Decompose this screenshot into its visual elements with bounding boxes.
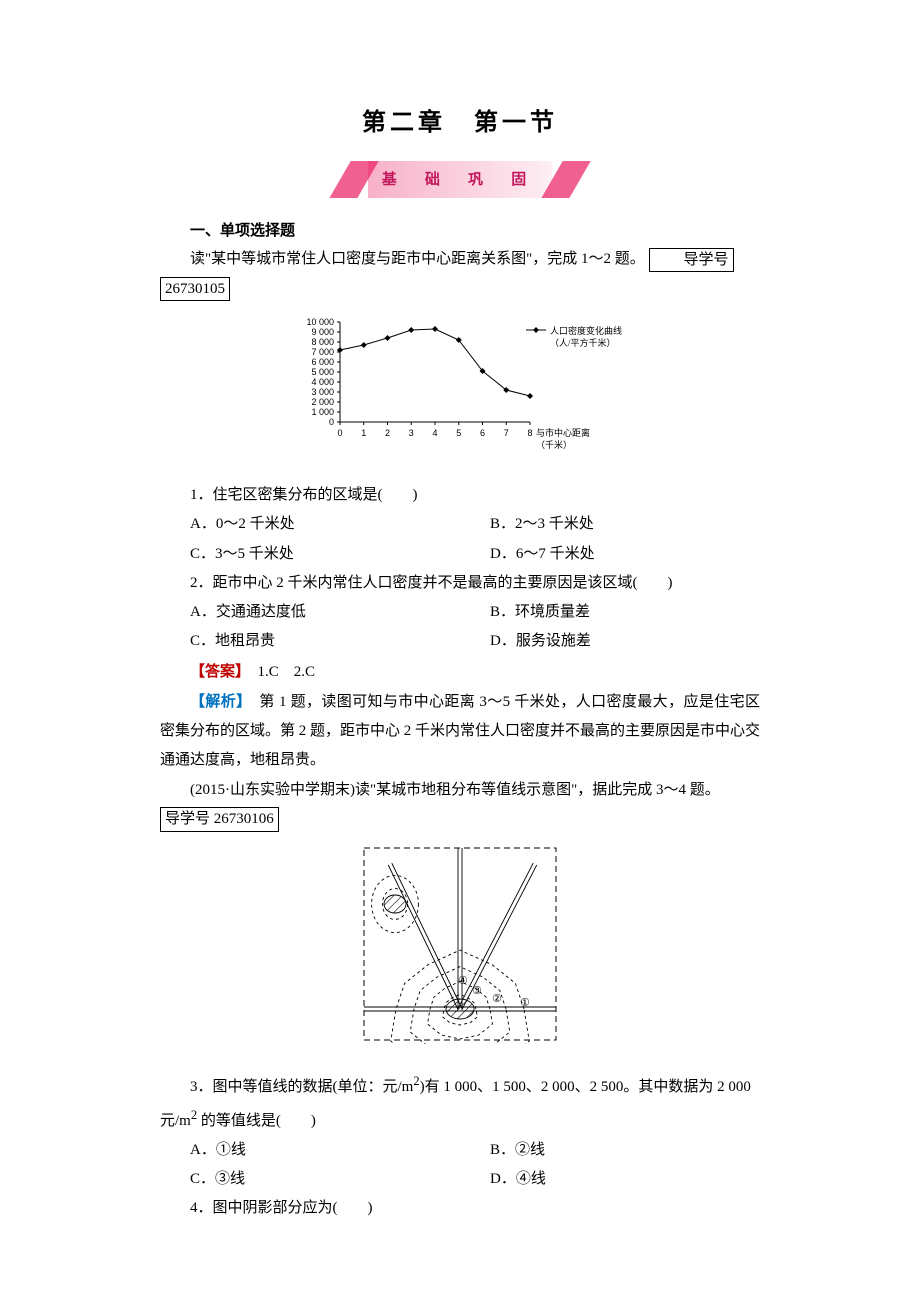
svg-text:1 000: 1 000 bbox=[311, 407, 334, 417]
banner-text: 基 础 巩 固 bbox=[382, 171, 539, 188]
svg-text:0: 0 bbox=[337, 428, 342, 438]
q2-opts-row2: C．地租昂贵 D．服务设施差 bbox=[160, 627, 760, 656]
q4-stem: 4．图中阴影部分应为( ) bbox=[160, 1194, 760, 1223]
section-heading: 一、单项选择题 bbox=[160, 216, 760, 245]
svg-text:人口密度变化曲线: 人口密度变化曲线 bbox=[550, 325, 622, 336]
svg-text:③: ③ bbox=[472, 985, 482, 997]
q3-opts-row1: A．①线 B．②线 bbox=[160, 1136, 760, 1165]
ref-box-1a: 导学号 bbox=[649, 248, 734, 273]
chapter-title: 第二章 第一节 bbox=[160, 100, 760, 147]
svg-text:（千米）: （千米） bbox=[536, 439, 572, 450]
rent-contour-map: ① ②③④ bbox=[360, 844, 560, 1044]
analysis-block: 【解析】 第 1 题，读图可知与市中心距离 3～5 千米处，人口密度最大，应是住… bbox=[160, 687, 760, 776]
chart1-wrap: 01 0002 0003 0004 0005 0006 0007 0008 00… bbox=[160, 312, 760, 473]
intro-text: 读"某中等城市常住人口密度与距市中心距离关系图"，完成 1～2 题。 bbox=[190, 251, 645, 267]
q1-stem: 1．住宅区密集分布的区域是( ) bbox=[160, 481, 760, 510]
svg-text:2: 2 bbox=[385, 428, 390, 438]
svg-text:0: 0 bbox=[329, 417, 334, 427]
q1-opt-c: C．3～5 千米处 bbox=[160, 540, 460, 569]
q3-opts-row2: C．③线 D．④线 bbox=[160, 1165, 760, 1194]
q2-opt-a: A．交通通达度低 bbox=[160, 598, 460, 627]
svg-text:7: 7 bbox=[504, 428, 509, 438]
svg-text:8: 8 bbox=[527, 428, 532, 438]
svg-text:②: ② bbox=[492, 993, 502, 1005]
svg-text:9 000: 9 000 bbox=[311, 327, 334, 337]
svg-text:6: 6 bbox=[480, 428, 485, 438]
q3-suf: )有 1 000、1 500、2 000、2 500。其中数据为 2 000 bbox=[420, 1079, 751, 1095]
q3-stem-line2: 元/m2 的等值线是( ) bbox=[160, 1103, 760, 1136]
map-wrap: ① ②③④ bbox=[160, 844, 760, 1055]
svg-text:4: 4 bbox=[432, 428, 437, 438]
answer-row: 【答案】 1.C 2.C bbox=[160, 657, 760, 687]
q3-opt-a: A．①线 bbox=[160, 1136, 460, 1165]
q2-stem: 2．距市中心 2 千米内常住人口密度并不是最高的主要原因是该区域( ) bbox=[160, 569, 760, 598]
section-banner: 基 础 巩 固 bbox=[350, 161, 571, 198]
block2-intro: (2015·山东实验中学期末)读"某城市地租分布等值线示意图"，据此完成 3～4… bbox=[160, 776, 760, 805]
q3-pre: 3．图中等值线的数据(单位：元/m bbox=[190, 1079, 413, 1095]
svg-text:3 000: 3 000 bbox=[311, 387, 334, 397]
q2-opt-c: C．地租昂贵 bbox=[160, 627, 460, 656]
svg-text:2 000: 2 000 bbox=[311, 397, 334, 407]
q3-stem: 3．图中等值线的数据(单位：元/m2)有 1 000、1 500、2 000、2… bbox=[160, 1069, 760, 1102]
svg-text:3: 3 bbox=[409, 428, 414, 438]
q3-l2-suf: 的等值线是( ) bbox=[197, 1113, 316, 1129]
q2-opt-b: B．环境质量差 bbox=[460, 598, 760, 627]
ref-box-2: 导学号 26730106 bbox=[160, 807, 279, 832]
block1-intro: 读"某中等城市常住人口密度与距市中心距离关系图"，完成 1～2 题。 导学号 bbox=[160, 245, 760, 274]
ref-box-row: 26730105 bbox=[160, 275, 760, 304]
q3-opt-d: D．④线 bbox=[460, 1165, 760, 1194]
svg-text:5 000: 5 000 bbox=[311, 367, 334, 377]
svg-text:1: 1 bbox=[361, 428, 366, 438]
banner-wrap: 基 础 巩 固 bbox=[160, 161, 760, 198]
analysis-label: 【解析】 bbox=[190, 693, 244, 710]
answer-label: 【答案】 bbox=[190, 663, 243, 680]
svg-text:7 000: 7 000 bbox=[311, 347, 334, 357]
q1-opt-b: B．2～3 千米处 bbox=[460, 510, 760, 539]
q1-opts-row2: C．3～5 千米处 D．6～7 千米处 bbox=[160, 540, 760, 569]
q3-l2-pre: 元/m bbox=[160, 1113, 191, 1129]
q2-opts-row1: A．交通通达度低 B．环境质量差 bbox=[160, 598, 760, 627]
answer-text: 1.C 2.C bbox=[243, 664, 316, 680]
svg-text:④: ④ bbox=[458, 975, 468, 987]
svg-text:①: ① bbox=[520, 997, 530, 1009]
density-chart: 01 0002 0003 0004 0005 0006 0007 0008 00… bbox=[280, 312, 640, 462]
ref-box-1b: 26730105 bbox=[160, 277, 230, 302]
q3-opt-b: B．②线 bbox=[460, 1136, 760, 1165]
svg-text:4 000: 4 000 bbox=[311, 377, 334, 387]
svg-text:5: 5 bbox=[456, 428, 461, 438]
svg-text:6 000: 6 000 bbox=[311, 357, 334, 367]
q1-opt-a: A．0～2 千米处 bbox=[160, 510, 460, 539]
q1-opt-d: D．6～7 千米处 bbox=[460, 540, 760, 569]
analysis-text: 第 1 题，读图可知与市中心距离 3～5 千米处，人口密度最大，应是住宅区密集分… bbox=[160, 694, 760, 769]
svg-text:8 000: 8 000 bbox=[311, 337, 334, 347]
q2-opt-d: D．服务设施差 bbox=[460, 627, 760, 656]
svg-text:（人/平方千米）: （人/平方千米） bbox=[550, 337, 616, 348]
svg-text:与市中心距离: 与市中心距离 bbox=[536, 427, 590, 438]
svg-text:10 000: 10 000 bbox=[306, 317, 334, 327]
ref-box-row2: 导学号 26730106 bbox=[160, 805, 760, 834]
q1-opts-row1: A．0～2 千米处 B．2～3 千米处 bbox=[160, 510, 760, 539]
q3-opt-c: C．③线 bbox=[160, 1165, 460, 1194]
